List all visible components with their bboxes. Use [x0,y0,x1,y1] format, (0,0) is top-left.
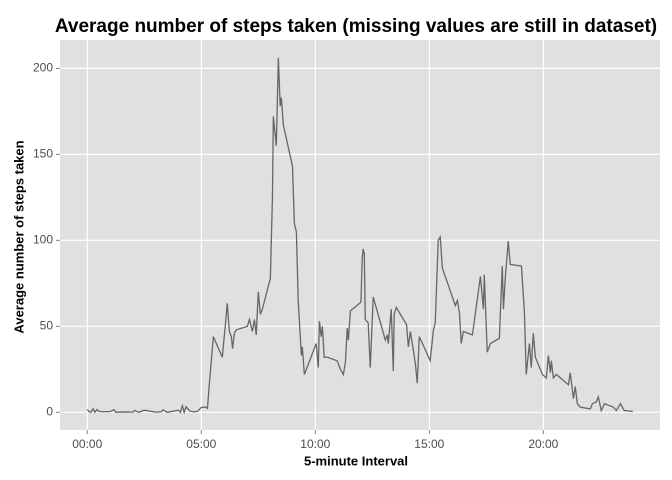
x-tick-label: 15:00 [414,437,444,451]
x-tick-label: 10:00 [300,437,330,451]
x-tick-label: 05:00 [186,437,216,451]
y-tick-label: 50 [40,318,54,332]
plot-background [60,40,660,430]
x-tick-label: 00:00 [72,437,102,451]
y-tick-label: 200 [33,61,53,75]
x-tick-label: 20:00 [528,437,558,451]
y-tick-label: 0 [46,404,53,418]
y-tick-label: 150 [33,147,53,161]
y-tick-label: 100 [33,233,53,247]
y-axis-title: Average number of steps taken [11,140,26,333]
x-axis-title: 5-minute Interval [304,453,408,468]
chart-title: Average number of steps taken (missing v… [55,16,657,37]
data-line [86,57,633,415]
